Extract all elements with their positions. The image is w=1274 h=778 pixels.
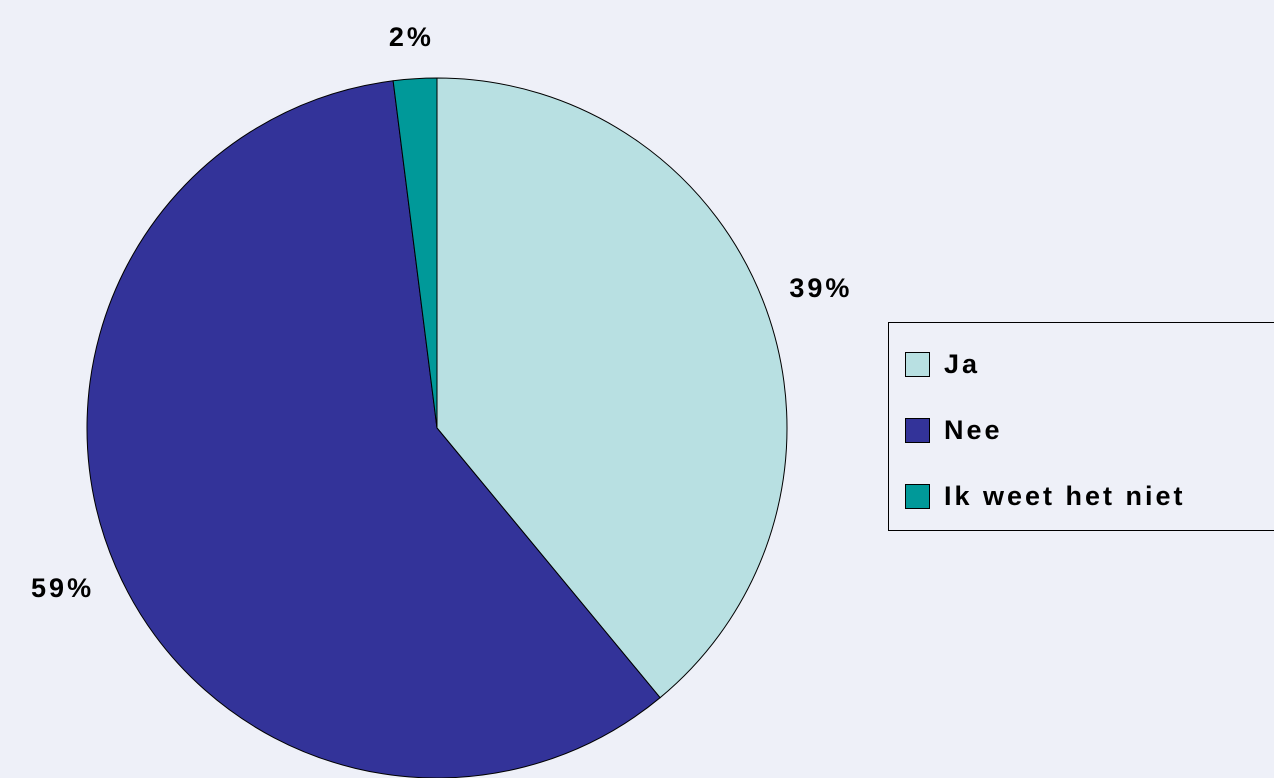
legend-label: Ik weet het niet <box>944 481 1186 511</box>
legend-label: Nee <box>944 415 1003 445</box>
pie-slice <box>436 77 788 699</box>
data-label: 2% <box>389 22 434 52</box>
pie-slice <box>86 80 661 778</box>
data-label: 39% <box>789 273 852 303</box>
legend-box <box>888 322 1274 531</box>
data-label: 59% <box>31 573 94 603</box>
legend-swatch <box>905 418 930 443</box>
legend-swatch <box>905 484 930 509</box>
legend-label: Ja <box>944 349 980 379</box>
legend-swatch <box>905 352 930 377</box>
pie-slice <box>392 77 438 429</box>
